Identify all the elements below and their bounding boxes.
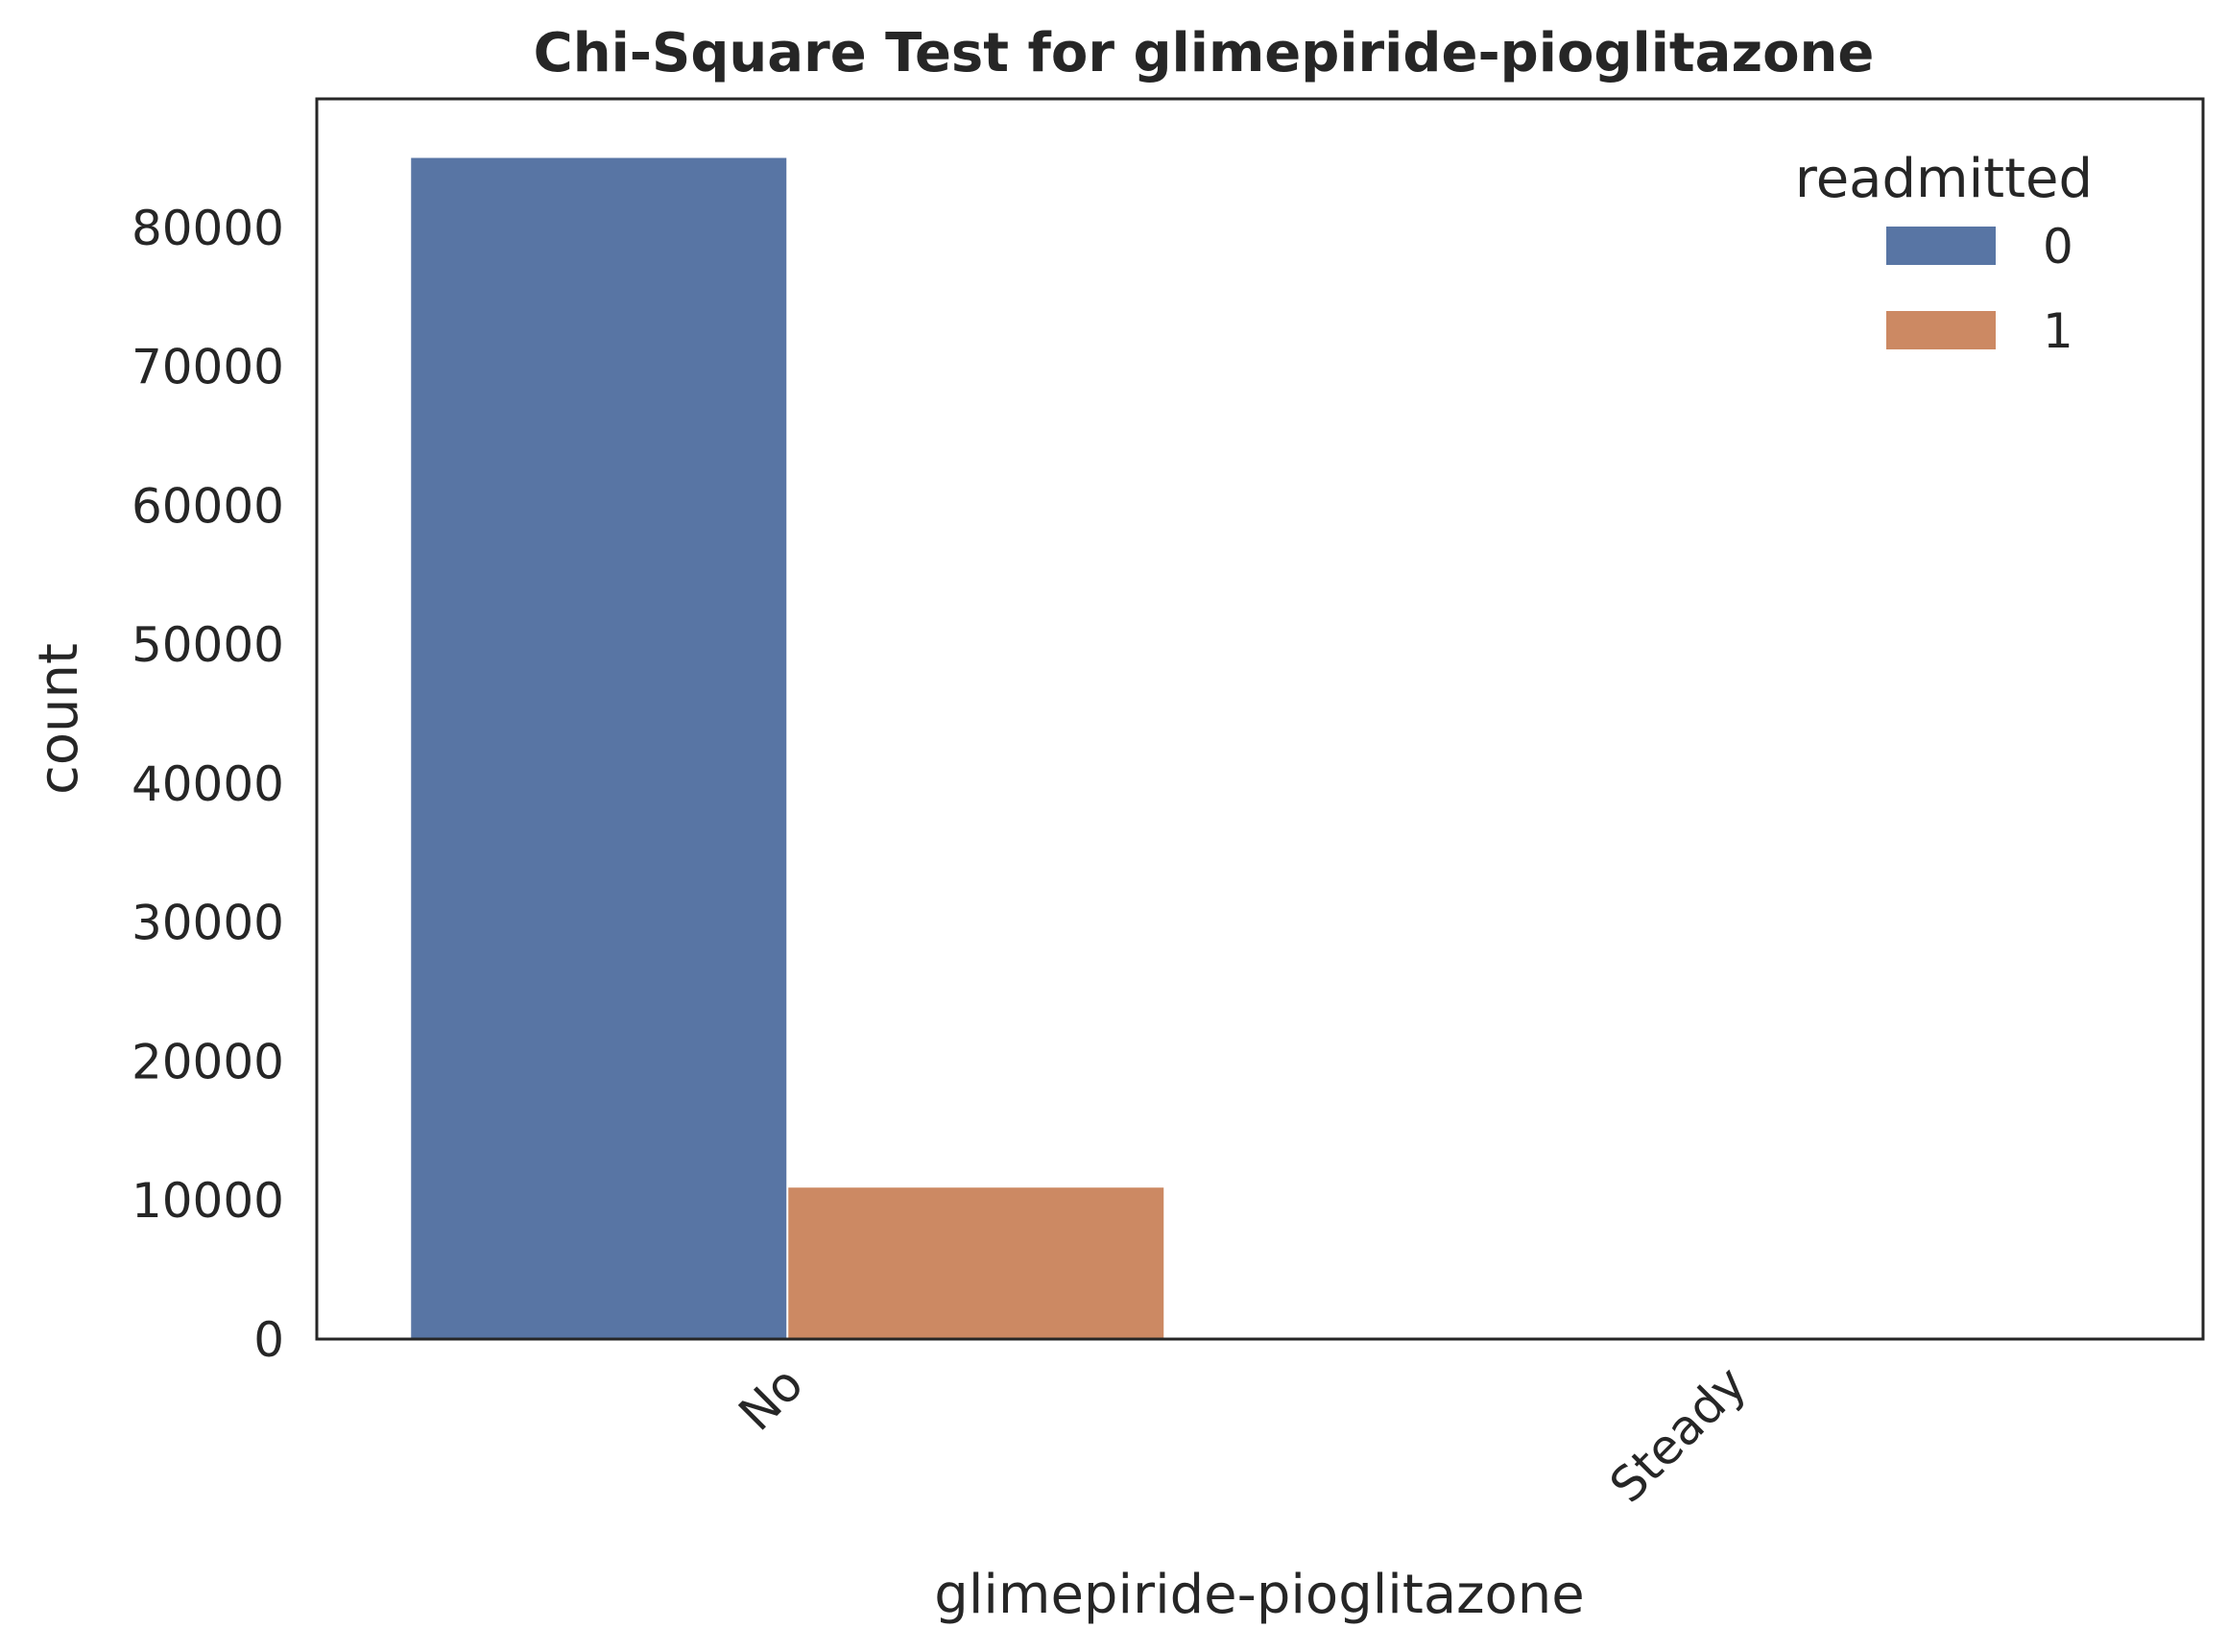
bar-no-readmitted-1 [788, 1187, 1164, 1339]
y-tick-label: 10000 [132, 1173, 284, 1229]
y-axis-ticks: 0 10000 20000 30000 40000 50000 60000 70000 8000… [132, 201, 284, 1368]
x-tick-label-steady: Steady [1599, 1355, 1757, 1513]
y-tick-label: 30000 [132, 896, 284, 951]
y-tick-label: 80000 [132, 201, 284, 256]
legend-swatch-0 [1886, 227, 1996, 265]
plot-frame [315, 97, 2205, 1341]
bar-no-readmitted-0 [411, 157, 787, 1339]
bars-group [411, 157, 1730, 1339]
y-tick-label: 70000 [132, 340, 284, 395]
legend-title: readmitted [1795, 148, 2093, 210]
y-tick-label: 50000 [132, 617, 284, 673]
legend-label-1: 1 [2043, 303, 2073, 359]
x-axis-label: glimepiride-pioglitazone [934, 1564, 1584, 1626]
chart-title: Chi-Square Test for glimepiride-pioglita… [534, 22, 1875, 84]
legend-items: 01 [1886, 219, 2073, 359]
y-axis-label: count [28, 643, 90, 795]
y-tick-label: 0 [253, 1312, 284, 1368]
legend-label-0: 0 [2043, 219, 2073, 275]
y-tick-label: 40000 [132, 756, 284, 812]
y-tick-label: 20000 [132, 1034, 284, 1089]
x-tick-label-no: No [729, 1355, 814, 1441]
y-tick-label: 60000 [132, 478, 284, 534]
legend: readmitted 01 [1795, 148, 2093, 359]
legend-swatch-1 [1886, 311, 1996, 349]
x-axis-ticks: No Steady [729, 1355, 1758, 1513]
